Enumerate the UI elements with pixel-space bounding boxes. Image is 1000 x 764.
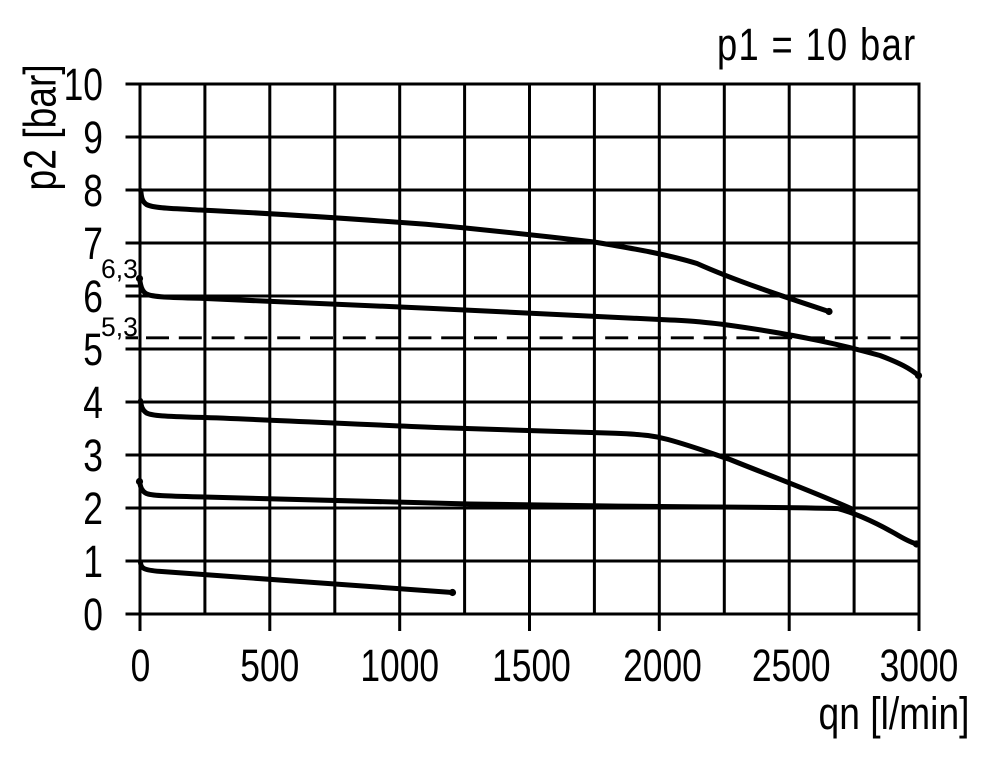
svg-text:9: 9 xyxy=(83,112,103,163)
svg-text:p2 [bar]: p2 [bar] xyxy=(14,64,65,190)
svg-text:1: 1 xyxy=(83,536,103,587)
svg-text:5,3: 5,3 xyxy=(101,312,138,342)
svg-text:8: 8 xyxy=(83,165,103,216)
svg-text:10: 10 xyxy=(64,59,103,110)
svg-text:7: 7 xyxy=(83,218,103,269)
svg-text:2500: 2500 xyxy=(752,640,831,691)
svg-text:2: 2 xyxy=(83,483,103,534)
svg-text:0: 0 xyxy=(83,589,103,640)
svg-text:3: 3 xyxy=(83,430,103,481)
svg-text:4: 4 xyxy=(83,377,103,428)
svg-text:1000: 1000 xyxy=(360,640,439,691)
svg-text:0: 0 xyxy=(131,640,151,691)
svg-text:p1 = 10 bar: p1 = 10 bar xyxy=(717,19,917,70)
svg-text:3000: 3000 xyxy=(880,640,959,691)
svg-text:1500: 1500 xyxy=(492,640,571,691)
svg-text:qn [l/min]: qn [l/min] xyxy=(819,687,970,738)
svg-text:500: 500 xyxy=(240,640,299,691)
svg-text:6: 6 xyxy=(83,271,103,322)
svg-text:2000: 2000 xyxy=(623,640,702,691)
svg-text:6,3: 6,3 xyxy=(101,254,138,284)
svg-text:5: 5 xyxy=(83,324,103,375)
